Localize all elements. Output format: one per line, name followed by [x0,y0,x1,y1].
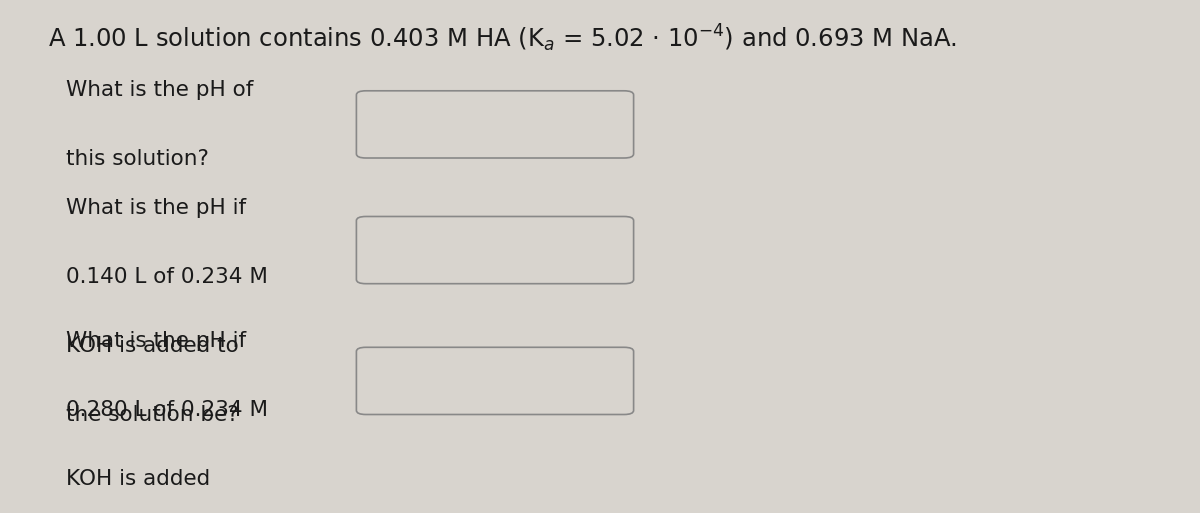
Text: What is the pH if: What is the pH if [66,198,246,218]
FancyBboxPatch shape [356,216,634,284]
Text: What is the pH of: What is the pH of [66,80,253,100]
Text: 0.280 L of 0.234 M: 0.280 L of 0.234 M [66,400,268,420]
Text: the solution be?: the solution be? [66,405,239,425]
Text: this solution?: this solution? [66,149,209,169]
Text: A 1.00 L solution contains 0.403 M HA (K$_a$ = 5.02 $\cdot$ 10$^{-4}$) and 0.693: A 1.00 L solution contains 0.403 M HA (K… [48,23,956,54]
FancyBboxPatch shape [356,347,634,415]
FancyBboxPatch shape [356,91,634,158]
Text: What is the pH if: What is the pH if [66,331,246,351]
Text: 0.140 L of 0.234 M: 0.140 L of 0.234 M [66,267,268,287]
Text: KOH is added: KOH is added [66,469,210,489]
Text: KOH is added to: KOH is added to [66,336,239,356]
